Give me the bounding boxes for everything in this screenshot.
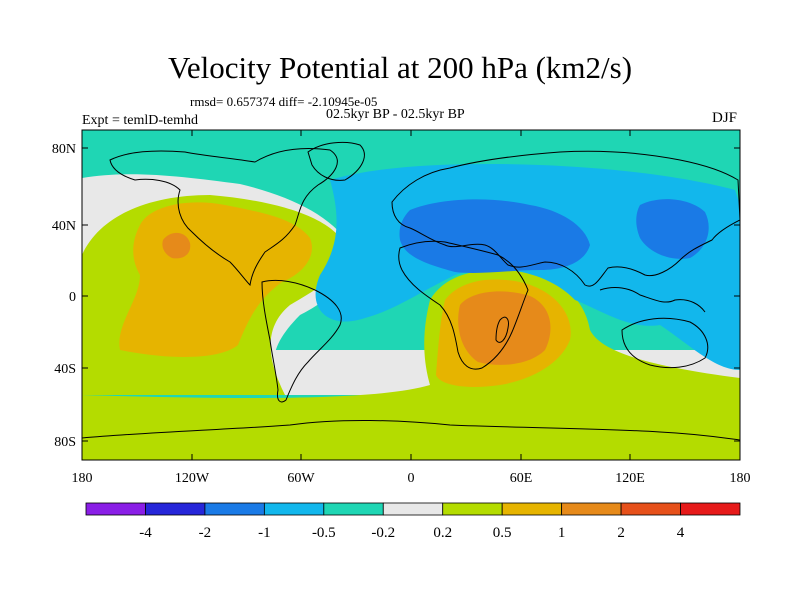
lon-label: 60W (287, 471, 315, 486)
field-lime-west-pacific (96, 231, 126, 270)
colorbar-label: 0.2 (433, 525, 452, 541)
lat-label: 80S (54, 435, 76, 450)
colorbar-swatch (442, 502, 503, 516)
colorbar-label: -0.2 (371, 525, 395, 541)
colorbar-label: 2 (617, 525, 625, 541)
coastline-africa (398, 240, 529, 370)
field-orange-pacific-core (162, 232, 191, 259)
stats-text: rmsd= 0.657374 diff= -2.10945e-05 (190, 94, 378, 109)
lon-label: 120W (175, 471, 210, 486)
coastline-maritime-continent (599, 287, 706, 313)
field-lime-south (82, 405, 740, 460)
lon-label: 180 (72, 471, 93, 486)
lon-label: 120E (615, 471, 645, 486)
map-title: Velocity Potential at 200 hPa (km2/s) (167, 50, 633, 85)
period-text: 02.5kyr BP - 02.5kyr BP (326, 107, 465, 122)
coastline-antarctica (82, 419, 740, 441)
colorbar-label: -1 (258, 525, 271, 541)
lat-label: 40S (54, 362, 76, 377)
coastline-north-america (109, 148, 338, 287)
lon-label: 180 (730, 471, 751, 486)
field-lime-africa (82, 269, 740, 405)
lat-ticks (82, 147, 740, 442)
colorbar-swatch (323, 502, 384, 516)
colorbar-label: -2 (199, 525, 212, 541)
colorbar (85, 502, 741, 516)
field-blue-east-asia (636, 199, 709, 259)
lat-labels: 80N 40N 0 40S 80S (52, 142, 76, 450)
colorbar-swatch (680, 502, 741, 516)
colorbar-swatch (382, 502, 444, 516)
coastline-madagascar (495, 316, 509, 343)
experiment-label: Expt = temlD-temhd (82, 113, 198, 128)
colorbar-swatch (620, 502, 681, 516)
lon-labels: 180 120W 60W 0 60E 120E 180 (72, 471, 751, 486)
map-field (82, 130, 740, 460)
coastlines (82, 141, 740, 441)
colorbar-swatch (204, 502, 265, 516)
colorbar-label: -4 (139, 525, 152, 541)
coastline-greenland (307, 141, 365, 181)
lat-label: 80N (52, 142, 76, 157)
coastline-eurasia (391, 150, 740, 287)
lon-ticks (81, 130, 741, 460)
coastline-south-america (261, 279, 342, 403)
colorbar-label: 1 (558, 525, 566, 541)
colorbar-swatch (501, 502, 563, 516)
lat-label: 0 (69, 290, 76, 305)
colorbar-labels: -4 -2 -1 -0.5 -0.2 0.2 0.5 1 2 4 (139, 525, 685, 541)
colorbar-label: 0.5 (493, 525, 512, 541)
lon-label: 0 (408, 471, 415, 486)
lat-label: 40N (52, 219, 76, 234)
field-orange-africa-core (458, 291, 551, 365)
season-label: DJF (712, 110, 738, 126)
colorbar-swatch (85, 502, 146, 516)
colorbar-label: 4 (677, 525, 685, 541)
colorbar-swatch (145, 502, 206, 516)
field-blue-eurasia (399, 199, 590, 273)
colorbar-swatch (561, 502, 622, 516)
colorbar-label: -0.5 (312, 525, 336, 541)
lon-label: 60E (510, 471, 533, 486)
colorbar-swatch (263, 502, 325, 516)
coastline-australia (621, 317, 709, 369)
